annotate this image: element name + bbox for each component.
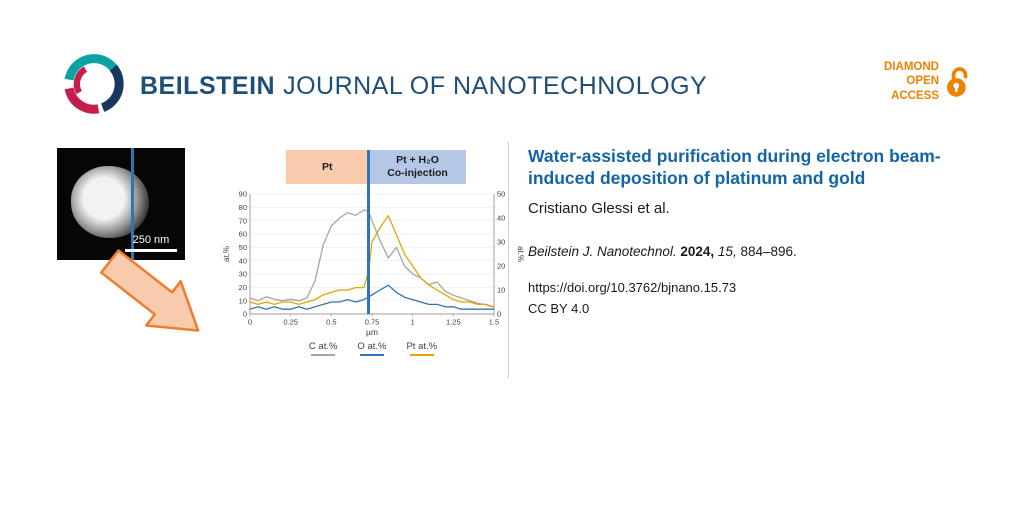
legend-item: O at.% [357,341,386,356]
right-tick-label: 20 [497,262,505,271]
chart-legend: C at.% O at.% Pt at.% [218,341,528,356]
series-line-oat [249,284,494,310]
legend-label: C at.% [308,341,338,352]
left-tick-label: 40 [239,256,247,265]
sem-divider-line [131,148,134,260]
left-tick-label: 80 [239,203,247,212]
legend-item: C at.% [308,341,338,356]
article-authors: Cristiano Glessi et al. [528,200,670,218]
open-access-line1: DIAMOND [884,61,939,73]
left-tick-label: 60 [239,230,247,239]
open-access-badge: DIAMOND OPEN ACCESS [884,60,972,103]
beilstein-logo [64,54,124,114]
x-tick-label: 1 [411,318,415,327]
legend-item: Pt at.% [406,341,437,356]
sem-image: 250 nm [57,148,185,260]
x-tick-label: 1.25 [446,318,461,327]
x-tick-label: 0 [248,318,252,327]
region-coinjection-label1: Pt + H₂O [396,154,439,167]
left-tick-label: 50 [239,243,247,252]
legend-swatch [311,354,336,356]
citation-journal: Beilstein J. Nanotechnol. [528,244,677,260]
series-line-cat [249,209,495,308]
region-coinjection-header: Pt + H₂O Co-injection [368,150,467,184]
left-tick-label: 30 [239,270,247,279]
left-tick-label: 0 [243,310,247,319]
sem-scale-bar-line [125,249,177,252]
x-axis-label: µm [366,327,378,337]
citation-year: 2024, [680,244,715,260]
article-title: Water-assisted purification during elect… [528,146,941,188]
chart-divider-line [367,150,371,314]
right-tick-label: 10 [497,286,505,295]
open-access-label: DIAMOND OPEN ACCESS [884,60,939,103]
left-tick-label: 10 [239,296,247,305]
x-tick-label: 0.25 [283,318,298,327]
composition-figure: Pt Pt + H₂O Co-injection 0 10 20 30 40 50 60 70… [218,150,528,356]
region-pt-header: Pt [285,150,369,184]
open-access-line3: ACCESS [891,89,939,102]
chart-region-headers: Pt Pt + H₂O Co-injection [218,150,528,188]
sem-scale-label: 250 nm [132,234,170,246]
journal-name-bold: BEILSTEIN [140,72,276,100]
arrow-icon [100,249,200,332]
left-tick-label: 70 [239,216,247,225]
license-label: CC BY 4.0 [528,301,590,317]
doi-link[interactable]: https://doi.org/10.3762/bjnano.15.73 [528,280,737,296]
sem-deposit-blob [71,166,149,238]
article-citation: Beilstein J. Nanotechnol. 2024, 15, 884–… [528,244,972,259]
y-axis-label-right: at.% [516,246,525,262]
right-tick-label: 30 [497,238,505,247]
series-line-ptat [249,214,495,308]
journal-name-rest: JOURNAL OF NANOTECHNOLOGY [283,72,708,100]
left-tick-label: 20 [239,283,247,292]
x-tick-label: 0.5 [326,318,336,327]
y-axis-label-left: at.% [222,246,231,262]
citation-volume: 15, [717,244,737,260]
vertical-divider [508,142,509,378]
x-tick-label: 0.75 [365,318,380,327]
open-access-line2: OPEN [906,75,939,88]
article-info: Water-assisted purification during elect… [528,146,972,316]
citation-pages: 884–896. [740,244,797,260]
legend-label: Pt at.% [406,341,438,352]
x-tick-label: 1.5 [489,318,499,327]
region-coinjection-label2: Co-injection [387,167,448,179]
legend-swatch [359,354,384,356]
right-tick-label: 40 [497,214,505,223]
open-lock-icon [946,66,968,97]
right-tick-label: 50 [497,190,505,199]
journal-name: BEILSTEIN JOURNAL OF NANOTECHNOLOGY [140,72,707,101]
legend-label: O at.% [357,341,387,352]
legend-swatch [409,354,434,356]
left-tick-label: 90 [239,190,247,199]
right-tick-label: 0 [497,310,501,319]
sem-scale-bar: 250 nm [125,234,177,252]
region-pt-label: Pt [322,160,333,173]
composition-line-chart: 0 10 20 30 40 50 60 70 80 90 0 10 20 30 40 50 0 0.25 0.5 0.… [222,190,525,337]
